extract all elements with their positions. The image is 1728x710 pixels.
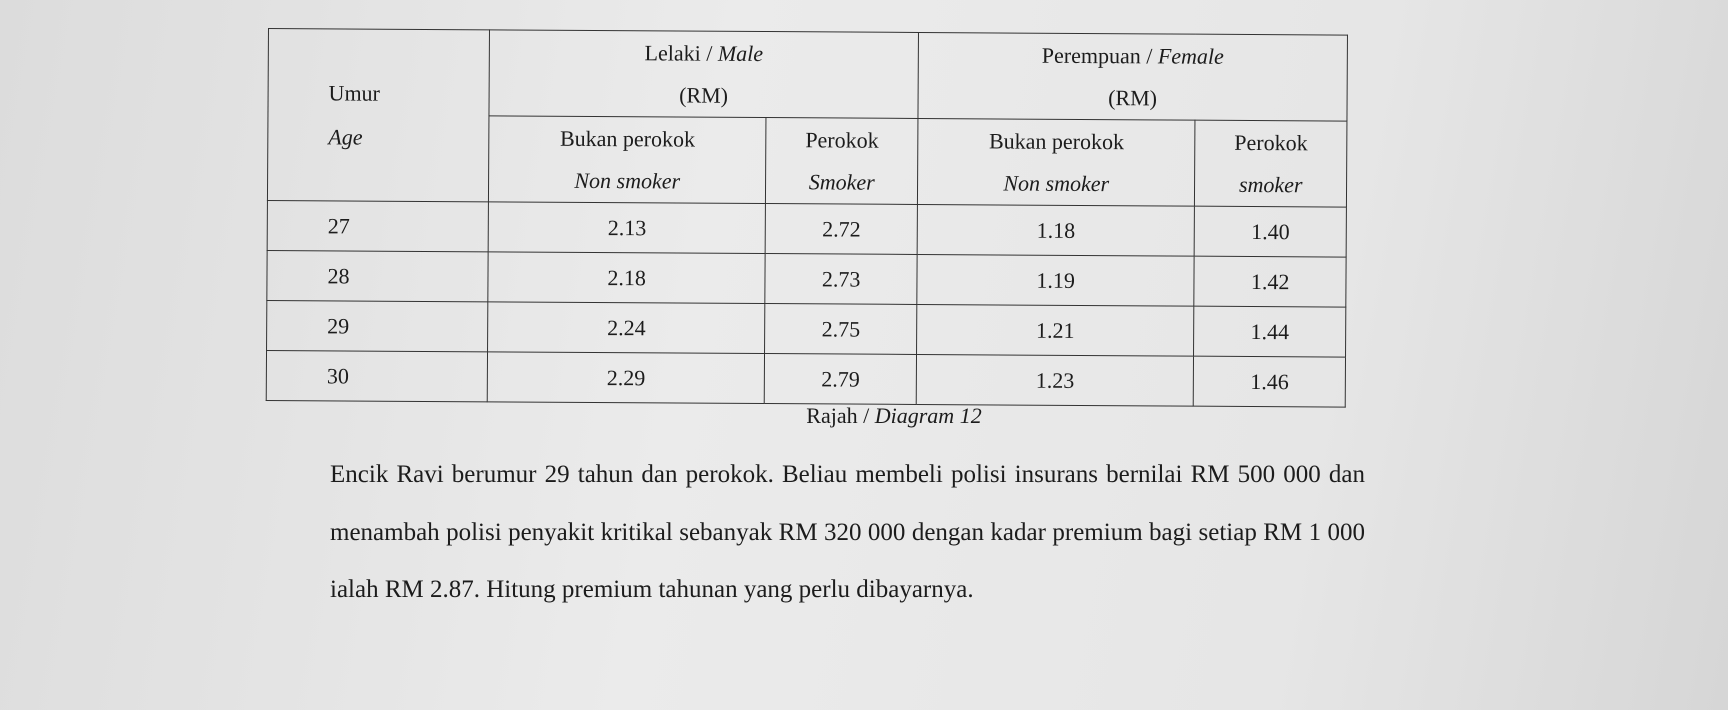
- sub-header-en: Smoker: [808, 168, 875, 195]
- sub-header: Bukan perokok Non smoker: [488, 115, 767, 204]
- sub-header-ms: Perokok: [1234, 129, 1308, 155]
- premium-rate-table: Umur Age Lelaki / Male (RM) Perempuan / Fe…: [266, 28, 1348, 408]
- table-row: 29 2.24 2.75 1.21 1.44: [266, 300, 1346, 358]
- age-header-ms: Umur: [328, 79, 381, 106]
- sub-header-en: Non smoker: [574, 167, 681, 194]
- rate-cell: 2.79: [764, 353, 917, 405]
- female-header-ms: Perempuan: [1041, 42, 1141, 68]
- rate-cell: 1.21: [916, 304, 1195, 357]
- rate-cell: 2.18: [487, 251, 766, 304]
- sub-header-ms: Perokok: [805, 126, 879, 153]
- sub-header: Perokok smoker: [1194, 120, 1347, 208]
- age-header-en: Age: [328, 123, 363, 150]
- rate-cell: 1.18: [917, 204, 1195, 257]
- female-header-unit: (RM): [1108, 84, 1158, 110]
- rate-cell: 2.75: [764, 303, 917, 355]
- table-row: 28 2.18 2.73 1.19 1.42: [266, 250, 1347, 308]
- age-cell: 29: [266, 300, 488, 352]
- female-header-en: Female: [1157, 42, 1224, 69]
- rate-cell: 2.24: [487, 301, 766, 354]
- sub-header: Bukan perokok Non smoker: [917, 118, 1196, 207]
- male-header-ms: Lelaki: [644, 39, 701, 66]
- rate-cell: 2.72: [765, 203, 918, 255]
- sub-header-en: smoker: [1238, 171, 1303, 197]
- rate-cell: 2.29: [487, 351, 765, 404]
- rate-cell: 1.23: [916, 354, 1194, 407]
- age-cell: 28: [266, 250, 489, 302]
- age-cell: 30: [266, 350, 488, 402]
- diagram-caption: Rajah / Diagram 12: [806, 403, 982, 428]
- rate-cell: 2.73: [765, 253, 918, 305]
- table-row: 30 2.29 2.79 1.23 1.46: [266, 350, 1346, 408]
- female-header: Perempuan / Female (RM): [917, 32, 1348, 122]
- rate-cell: 1.44: [1193, 306, 1346, 358]
- age-cell: 27: [267, 200, 489, 252]
- male-header: Lelaki / Male (RM): [488, 29, 919, 119]
- rate-cell: 1.46: [1193, 356, 1346, 408]
- caption-en: Diagram 12: [874, 403, 982, 428]
- caption-ms: Rajah: [806, 403, 858, 428]
- age-header: Umur Age: [267, 28, 490, 202]
- rate-cell: 1.42: [1194, 256, 1347, 308]
- sub-header-ms: Bukan perokok: [559, 125, 696, 152]
- rate-cell: 1.19: [916, 254, 1195, 307]
- rate-cell: 1.40: [1194, 206, 1347, 258]
- male-header-en: Male: [717, 40, 764, 66]
- table-row: 27 2.13 2.72 1.18 1.40: [267, 200, 1347, 258]
- sub-header: Perokok Smoker: [765, 117, 918, 205]
- male-header-unit: (RM): [679, 82, 729, 108]
- sub-header-ms: Bukan perokok: [988, 127, 1125, 154]
- rate-cell: 2.13: [488, 201, 766, 254]
- sub-header-en: Non smoker: [1003, 169, 1110, 196]
- question-text: Encik Ravi berumur 29 tahun dan perokok.…: [330, 461, 1365, 603]
